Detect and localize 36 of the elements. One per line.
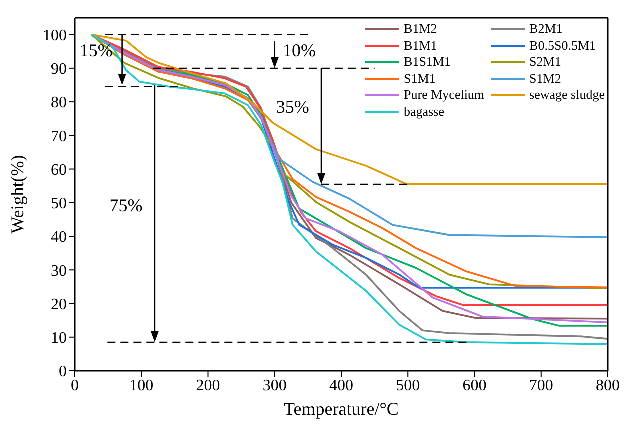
y-tick-label: 50 — [51, 196, 67, 213]
y-tick-label: 60 — [51, 162, 67, 179]
legend-label: Pure Mycelium — [404, 87, 485, 104]
x-tick-label: 600 — [462, 377, 487, 394]
y-tick-label: 20 — [51, 296, 67, 314]
annotation: 35% — [276, 96, 310, 117]
y-tick-label: 70 — [51, 128, 67, 146]
x-tick-label: 400 — [330, 377, 354, 394]
legend-label: B2M1 — [530, 21, 563, 38]
legend-label: B1M2 — [404, 21, 438, 38]
legend-label: S2M1 — [530, 54, 562, 70]
y-tick-label: 10 — [51, 330, 67, 348]
annotation: 15% — [80, 40, 113, 61]
x-axis-title: Temperature/°C — [284, 399, 399, 419]
x-tick-label: 100 — [130, 377, 154, 394]
y-tick-label: 90 — [51, 61, 67, 78]
x-tick-label: 500 — [396, 377, 420, 394]
legend-label: S1M1 — [404, 70, 436, 87]
y-tick-label: 30 — [51, 262, 67, 280]
y-tick-label: 100 — [43, 27, 67, 44]
legend-label: B1S1M1 — [404, 54, 451, 70]
y-axis-title: Weight(%) — [7, 155, 28, 234]
legend-label: bagasse — [404, 104, 444, 120]
x-tick-label: 300 — [262, 377, 287, 394]
y-tick-label: 0 — [59, 364, 67, 381]
legend-label: sewage sludge — [530, 87, 605, 104]
legend-label: B1M1 — [404, 38, 438, 54]
y-tick-label: 80 — [51, 94, 67, 112]
x-tick-label: 200 — [196, 377, 220, 394]
x-tick-label: 0 — [71, 377, 79, 394]
y-tick-label: 40 — [51, 229, 67, 246]
annotation: 75% — [110, 196, 143, 216]
annotation: 10% — [283, 40, 316, 61]
legend-label: B0.5S0.5M1 — [530, 38, 596, 54]
x-tick-label: 700 — [529, 377, 554, 394]
legend-label: S1M2 — [530, 70, 562, 87]
